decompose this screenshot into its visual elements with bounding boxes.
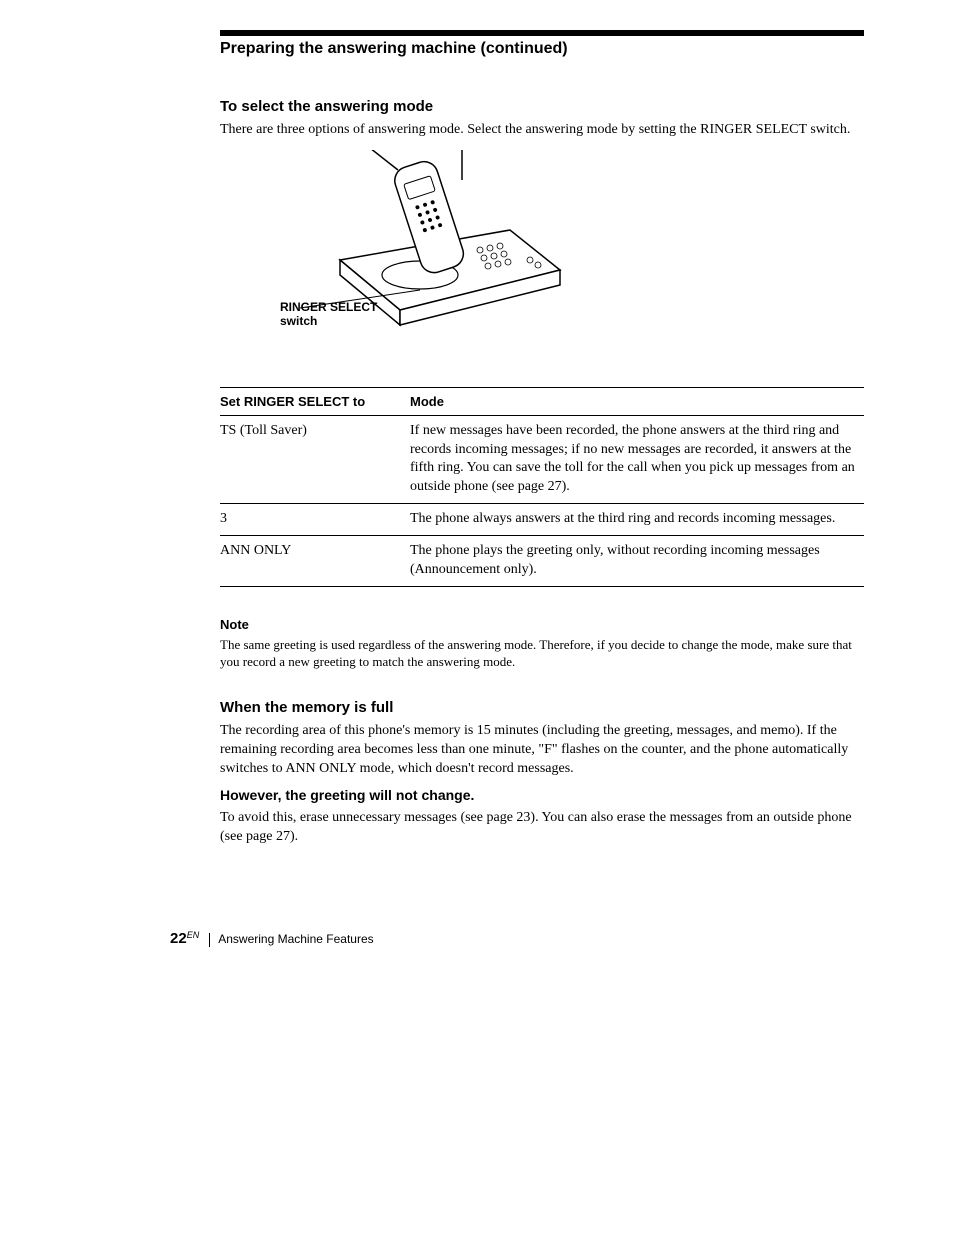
page-number: 22 (170, 930, 187, 947)
intro-text: There are three options of answering mod… (220, 121, 864, 140)
top-rule (220, 30, 864, 36)
table-row: 3 The phone always answers at the third … (220, 504, 864, 536)
setting-cell: TS (Toll Saver) (220, 415, 410, 504)
setting-cell: ANN ONLY (220, 536, 410, 587)
table-row: ANN ONLY The phone plays the greeting on… (220, 536, 864, 587)
phone-diagram: RINGER SELECT switch (220, 150, 864, 369)
memory-para1: The recording area of this phone's memor… (220, 722, 864, 779)
page-section-title: Preparing the answering machine (continu… (220, 40, 864, 58)
note-label: Note (220, 617, 864, 632)
ringer-select-label-1: RINGER SELECT (280, 300, 400, 314)
memory-para2: To avoid this, erase unnecessary message… (220, 809, 864, 847)
subheading-select-mode: To select the answering mode (220, 98, 864, 115)
mode-cell: The phone always answers at the third ri… (410, 504, 864, 536)
subheading-memory-full: When the memory is full (220, 699, 864, 716)
table-header-mode: Mode (410, 387, 864, 415)
note-text: The same greeting is used regardless of … (220, 636, 864, 671)
setting-cell: 3 (220, 504, 410, 536)
mode-table: Set RINGER SELECT to Mode TS (Toll Saver… (220, 387, 864, 587)
footer-section: Answering Machine Features (218, 932, 373, 946)
footer-divider (209, 933, 210, 947)
table-row: TS (Toll Saver) If new messages have bee… (220, 415, 864, 504)
mode-cell: The phone plays the greeting only, witho… (410, 536, 864, 587)
mode-cell: If new messages have been recorded, the … (410, 415, 864, 504)
page-footer: 22EN Answering Machine Features (170, 930, 374, 947)
page-number-sup: EN (187, 930, 200, 940)
memory-bold-line: However, the greeting will not change. (220, 787, 864, 803)
table-header-setting: Set RINGER SELECT to (220, 387, 410, 415)
ringer-select-label-2: switch (280, 314, 400, 328)
